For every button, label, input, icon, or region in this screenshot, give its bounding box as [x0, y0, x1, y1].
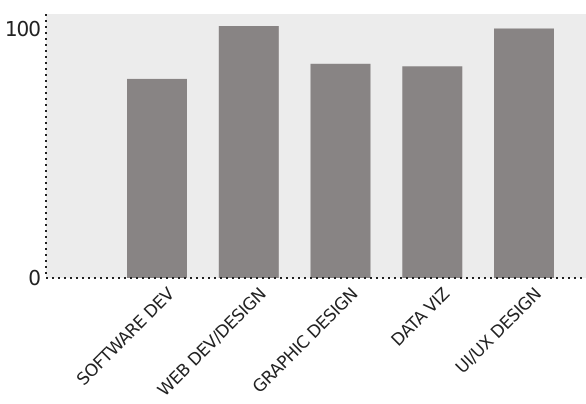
y-tick-label-100: 100 [5, 17, 40, 41]
bar-2 [310, 63, 371, 278]
x-tick-label-4: UI/UX DESIGN [452, 284, 545, 377]
y-axis-ticks: 0 100 [5, 17, 41, 290]
x-tick-label-0: SOFTWARE DEV [73, 284, 179, 390]
bar-4 [494, 28, 554, 278]
bar-1 [218, 26, 279, 278]
bars [127, 26, 554, 279]
x-tick-label-3: DATA VIZ [388, 284, 454, 350]
y-tick-label-0: 0 [28, 266, 40, 290]
bar-0 [127, 78, 187, 279]
bar-3 [402, 66, 463, 278]
